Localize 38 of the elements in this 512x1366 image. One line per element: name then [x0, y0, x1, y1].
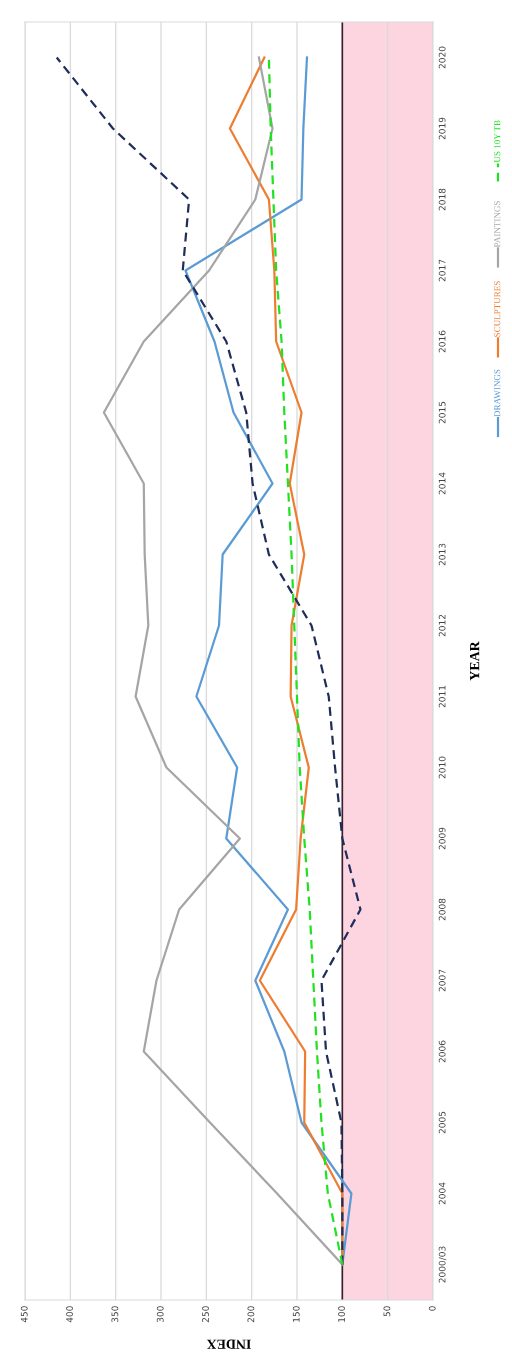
y-tick-label: 2014	[438, 472, 446, 495]
text: SCULPTURES	[494, 281, 501, 337]
text: US 10Y TB	[494, 120, 501, 163]
y-tick-label: 2018	[438, 188, 446, 211]
y-tick-label: 2012	[438, 614, 446, 637]
y-tick-label: 2020	[438, 46, 446, 69]
line-series	[184, 56, 353, 1266]
x-tick-label: 0	[428, 1306, 436, 1311]
y-tick-label: 2007	[438, 969, 446, 992]
x-tick-label: 100	[338, 1306, 345, 1322]
text: DRAWINGS	[494, 369, 501, 417]
line-series	[228, 56, 344, 1266]
y-tick-label: 2006	[438, 1040, 446, 1063]
x-tick-label: 200	[247, 1306, 255, 1323]
y-tick-label: 2010	[438, 756, 446, 779]
x-tick-label: 350	[111, 1306, 119, 1323]
y-tick-label: 2015	[438, 401, 446, 424]
y-tick-label: 2017	[438, 259, 446, 282]
y-tick-label: 2005	[438, 1111, 446, 1134]
y-axis-title: YEAR	[469, 641, 480, 681]
text: PAINTINGS	[494, 201, 501, 248]
x-tick-label: 400	[66, 1306, 73, 1323]
y-tick-label: 2004	[438, 1182, 446, 1205]
x-tick-label: 250	[202, 1306, 209, 1323]
x-tick-label: 150	[292, 1306, 300, 1322]
line-series	[55, 56, 362, 1266]
y-tick-label: 2009	[438, 827, 446, 850]
y-tick-label: 2011	[438, 685, 446, 708]
y-tick-label: 2019	[438, 117, 446, 140]
x-tick-label: 450	[20, 1306, 28, 1323]
y-tick-label: 2013	[438, 543, 446, 566]
x-tick-label: 50	[383, 1306, 391, 1317]
x-tick-label: 300	[156, 1306, 164, 1323]
y-tick-label: 2008	[438, 898, 446, 921]
y-tick-label: 2000/03	[438, 1246, 447, 1283]
x-axis-title: INDEX	[206, 1339, 251, 1349]
y-tick-label: 2016	[438, 330, 446, 353]
line-series	[102, 56, 344, 1266]
